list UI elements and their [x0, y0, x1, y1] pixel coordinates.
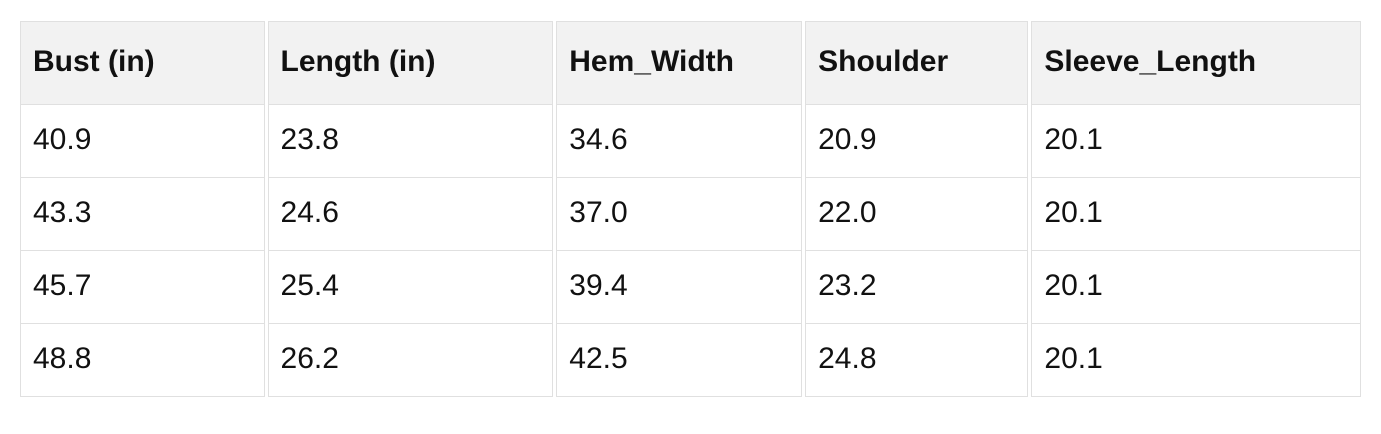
table-cell: 42.5 [556, 324, 803, 397]
table-row: 48.8 26.2 42.5 24.8 20.1 [20, 324, 1361, 397]
column-header: Bust (in) [20, 21, 265, 105]
header-row: Bust (in) Length (in) Hem_Width Shoulder Sle… [20, 21, 1361, 105]
table-cell: 45.7 [20, 251, 265, 324]
table-cell: 20.1 [1031, 178, 1361, 251]
table-cell: 40.9 [20, 105, 265, 178]
table-row: 40.9 23.8 34.6 20.9 20.1 [20, 105, 1361, 178]
table-row: 45.7 25.4 39.4 23.2 20.1 [20, 251, 1361, 324]
measurements-table: Bust (in) Length (in) Hem_Width Shoulder Sle… [17, 21, 1364, 397]
table-cell: 48.8 [20, 324, 265, 397]
table-row: 43.3 24.6 37.0 22.0 20.1 [20, 178, 1361, 251]
table-cell: 20.1 [1031, 251, 1361, 324]
table-cell: 25.4 [267, 251, 554, 324]
table-cell: 20.9 [805, 105, 1029, 178]
table-cell: 24.6 [267, 178, 554, 251]
table-cell: 39.4 [556, 251, 803, 324]
table-body: 40.9 23.8 34.6 20.9 20.1 43.3 24.6 37.0 22.0 20.1… [20, 105, 1361, 397]
table-cell: 22.0 [805, 178, 1029, 251]
table-cell: 20.1 [1031, 324, 1361, 397]
column-header: Hem_Width [556, 21, 803, 105]
table-cell: 26.2 [267, 324, 554, 397]
table-header: Bust (in) Length (in) Hem_Width Shoulder Sle… [20, 21, 1361, 105]
table-cell: 23.8 [267, 105, 554, 178]
table-cell: 20.1 [1031, 105, 1361, 178]
table-cell: 34.6 [556, 105, 803, 178]
column-header: Length (in) [267, 21, 554, 105]
column-header: Shoulder [805, 21, 1029, 105]
page: Bust (in) Length (in) Hem_Width Shoulder Sle… [0, 21, 1381, 397]
table-cell: 43.3 [20, 178, 265, 251]
table-cell: 24.8 [805, 324, 1029, 397]
table-cell: 37.0 [556, 178, 803, 251]
table-cell: 23.2 [805, 251, 1029, 324]
column-header: Sleeve_Length [1031, 21, 1361, 105]
